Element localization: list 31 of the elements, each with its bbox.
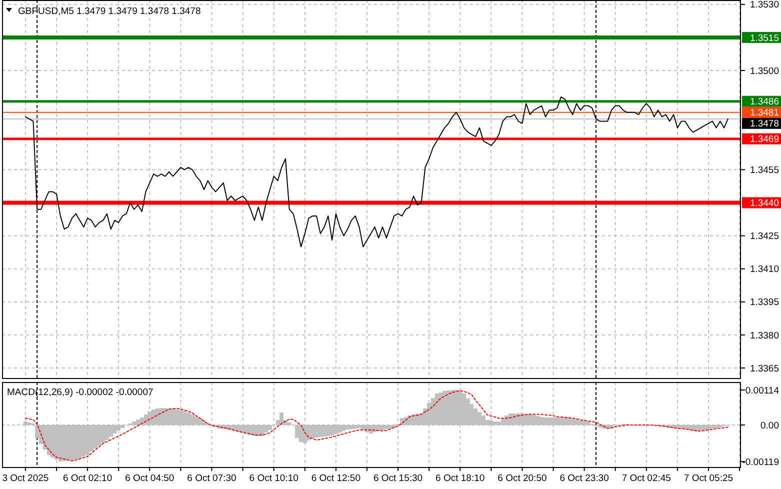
- y-tick-label: 1.3455: [750, 164, 779, 176]
- y-tick-label: 1.3530: [750, 0, 779, 11]
- y-tick-label: 0.00: [760, 420, 779, 432]
- ref-line-label: 1.3440: [750, 198, 779, 210]
- x-tick-label: 6 Oct 12:50: [311, 473, 360, 484]
- x-tick-label: 6 Oct 20:50: [498, 473, 547, 484]
- y-tick-label: 1.3395: [750, 297, 779, 308]
- y-tick-label: 1.3500: [750, 66, 779, 77]
- ref-line-label: 1.3486: [750, 96, 779, 108]
- y-tick-label: 1.3380: [750, 330, 779, 342]
- x-tick-label: 7 Oct 02:45: [622, 473, 671, 484]
- ref-line-label: 1.3515: [750, 32, 779, 44]
- x-tick-label: 6 Oct 04:50: [125, 473, 174, 484]
- x-tick-label: 3 Oct 2025: [2, 473, 49, 484]
- x-tick-label: 6 Oct 18:10: [436, 473, 485, 484]
- text: MACD(12,26,9) -0.00002 -0.00007: [7, 387, 154, 398]
- text: GBPUSD,M5 1.3479 1.3479 1.3478 1.3478: [18, 6, 201, 17]
- ref-line-label: 1.3469: [750, 134, 779, 146]
- x-tick-label: 6 Oct 02:10: [62, 473, 112, 484]
- y-tick-label: 1.3410: [750, 264, 779, 276]
- y-tick-label: 1.3365: [750, 363, 779, 374]
- y-tick-label: 0.00114: [745, 385, 779, 396]
- ref-line-label: 1.3478: [750, 118, 779, 130]
- y-tick-label: -0.00119: [742, 456, 779, 468]
- x-tick-label: 6 Oct 15:30: [373, 473, 423, 484]
- x-tick-label: 6 Oct 07:30: [187, 473, 236, 484]
- x-tick-label: 6 Oct 10:10: [249, 473, 298, 484]
- x-tick-label: 7 Oct 05:25: [684, 473, 734, 484]
- ref-line-label: 1.3481: [750, 108, 779, 119]
- x-tick-label: 6 Oct 23:30: [560, 473, 609, 484]
- y-tick-label: 1.3425: [750, 231, 779, 242]
